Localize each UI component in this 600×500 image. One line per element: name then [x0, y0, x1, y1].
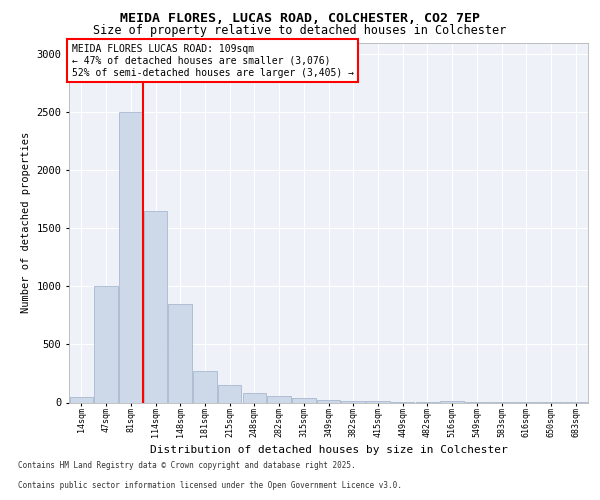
- Text: Size of property relative to detached houses in Colchester: Size of property relative to detached ho…: [94, 24, 506, 37]
- Bar: [193, 371, 217, 402]
- Bar: [292, 398, 316, 402]
- Bar: [242, 393, 266, 402]
- Bar: [341, 401, 365, 402]
- Bar: [70, 396, 93, 402]
- Bar: [317, 400, 340, 402]
- Bar: [218, 385, 241, 402]
- Text: MEIDA FLORES LUCAS ROAD: 109sqm
← 47% of detached houses are smaller (3,076)
52%: MEIDA FLORES LUCAS ROAD: 109sqm ← 47% of…: [71, 44, 353, 78]
- Bar: [169, 304, 192, 402]
- Bar: [268, 396, 291, 402]
- Text: MEIDA FLORES, LUCAS ROAD, COLCHESTER, CO2 7EP: MEIDA FLORES, LUCAS ROAD, COLCHESTER, CO…: [120, 12, 480, 26]
- Text: Contains public sector information licensed under the Open Government Licence v3: Contains public sector information licen…: [18, 481, 402, 490]
- Text: Contains HM Land Registry data © Crown copyright and database right 2025.: Contains HM Land Registry data © Crown c…: [18, 461, 356, 470]
- X-axis label: Distribution of detached houses by size in Colchester: Distribution of detached houses by size …: [149, 445, 508, 455]
- Y-axis label: Number of detached properties: Number of detached properties: [21, 132, 31, 313]
- Bar: [94, 286, 118, 403]
- Bar: [440, 401, 464, 402]
- Bar: [119, 112, 143, 403]
- Bar: [144, 211, 167, 402]
